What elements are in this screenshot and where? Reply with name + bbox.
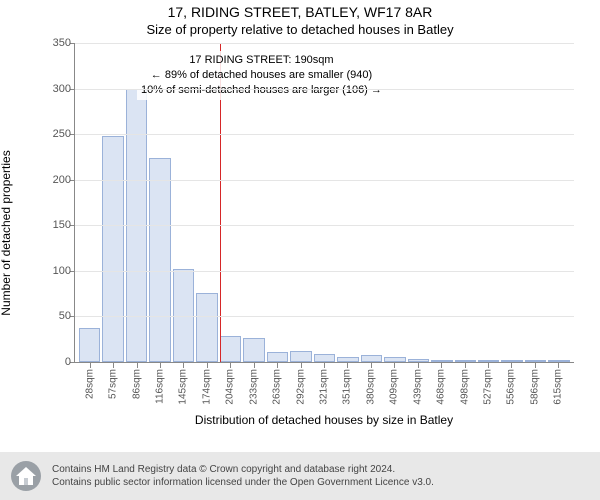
x-tick-mark [465, 363, 466, 368]
footer-line-1: Contains HM Land Registry data © Crown c… [52, 463, 434, 476]
x-axis-ticks: 28sqm 57sqm 86sqm 116sqm 145sqm 174sqm 204sqm 2… [74, 363, 574, 413]
bar [196, 293, 217, 362]
x-tick-mark [90, 363, 91, 368]
x-tick-label: 586sqm [529, 369, 540, 405]
footer-line-2: Contains public sector information licen… [52, 476, 434, 489]
x-tick-label: 321sqm [319, 369, 330, 405]
bar [290, 351, 311, 362]
page-title-address: 17, RIDING STREET, BATLEY, WF17 8AR [0, 0, 600, 20]
x-tick-label: 204sqm [225, 369, 236, 405]
plot-area: 17 RIDING STREET: 190sqm ← 89% of detach… [74, 43, 574, 363]
x-tick-mark [488, 363, 489, 368]
gridline [75, 225, 574, 226]
x-tick-label: 615sqm [553, 369, 564, 405]
x-tick-mark [160, 363, 161, 368]
x-tick-mark [183, 363, 184, 368]
y-tick-label: 300 [53, 83, 71, 95]
bar [220, 336, 241, 362]
y-tick-label: 50 [59, 310, 71, 322]
x-tick-label: 409sqm [389, 369, 400, 405]
bar [79, 328, 100, 362]
annotation-line-2: ← 89% of detached houses are smaller (94… [141, 68, 382, 83]
x-tick-mark [137, 363, 138, 368]
x-tick-mark [230, 363, 231, 368]
x-tick-label: 527sqm [483, 369, 494, 405]
x-tick-mark [535, 363, 536, 368]
x-tick-mark [441, 363, 442, 368]
x-tick-label: 468sqm [436, 369, 447, 405]
annotation-line-3: 10% of semi-detached houses are larger (… [141, 83, 382, 98]
y-axis-label: Number of detached properties [0, 150, 13, 315]
bar [102, 136, 123, 362]
gridline [75, 316, 574, 317]
x-tick-mark [324, 363, 325, 368]
chart-container: Number of detached properties 17 RIDING … [32, 43, 592, 423]
gridline [75, 134, 574, 135]
footer-text: Contains HM Land Registry data © Crown c… [52, 463, 434, 489]
x-tick-label: 292sqm [295, 369, 306, 405]
x-tick-mark [207, 363, 208, 368]
y-tick-label: 100 [53, 265, 71, 277]
gridline [75, 271, 574, 272]
bar [267, 352, 288, 362]
x-tick-label: 233sqm [248, 369, 259, 405]
x-tick-label: 263sqm [272, 369, 283, 405]
bar [478, 360, 499, 362]
x-tick-mark [254, 363, 255, 368]
gridline [75, 43, 574, 44]
x-tick-label: 116sqm [155, 369, 166, 404]
x-tick-label: 556sqm [506, 369, 517, 405]
x-tick-mark [113, 363, 114, 368]
bar [384, 357, 405, 362]
x-tick-label: 57sqm [108, 369, 119, 399]
gridline [75, 89, 574, 90]
x-tick-mark [394, 363, 395, 368]
bar [149, 158, 170, 362]
bar [243, 338, 264, 362]
x-tick-mark [371, 363, 372, 368]
x-tick-mark [347, 363, 348, 368]
x-tick-mark [511, 363, 512, 368]
x-tick-mark [418, 363, 419, 368]
bar [501, 360, 522, 362]
house-icon [10, 460, 42, 492]
x-tick-label: 174sqm [201, 369, 212, 405]
x-tick-label: 439sqm [412, 369, 423, 405]
x-axis-label: Distribution of detached houses by size … [74, 413, 574, 427]
y-tick-label: 250 [53, 128, 71, 140]
y-tick-label: 200 [53, 174, 71, 186]
bar [525, 360, 546, 362]
bar [337, 357, 358, 362]
x-tick-label: 28sqm [84, 369, 95, 399]
x-tick-label: 86sqm [131, 369, 142, 399]
bar [408, 359, 429, 362]
annotation-box: 17 RIDING STREET: 190sqm ← 89% of detach… [137, 51, 386, 100]
x-tick-mark [277, 363, 278, 368]
bar [455, 360, 476, 362]
x-tick-label: 351sqm [342, 369, 353, 405]
bar [431, 360, 452, 362]
x-tick-mark [558, 363, 559, 368]
y-tick-label: 350 [53, 37, 71, 49]
x-tick-label: 380sqm [365, 369, 376, 405]
gridline [75, 180, 574, 181]
x-tick-label: 498sqm [459, 369, 470, 405]
bar [548, 360, 569, 362]
bar [361, 355, 382, 362]
x-tick-label: 145sqm [178, 369, 189, 405]
y-tick-label: 150 [53, 219, 71, 231]
y-tick-label: 0 [65, 356, 71, 368]
bar [314, 354, 335, 362]
x-tick-mark [301, 363, 302, 368]
annotation-line-1: 17 RIDING STREET: 190sqm [141, 53, 382, 68]
footer: Contains HM Land Registry data © Crown c… [0, 452, 600, 500]
page-subtitle: Size of property relative to detached ho… [0, 20, 600, 43]
